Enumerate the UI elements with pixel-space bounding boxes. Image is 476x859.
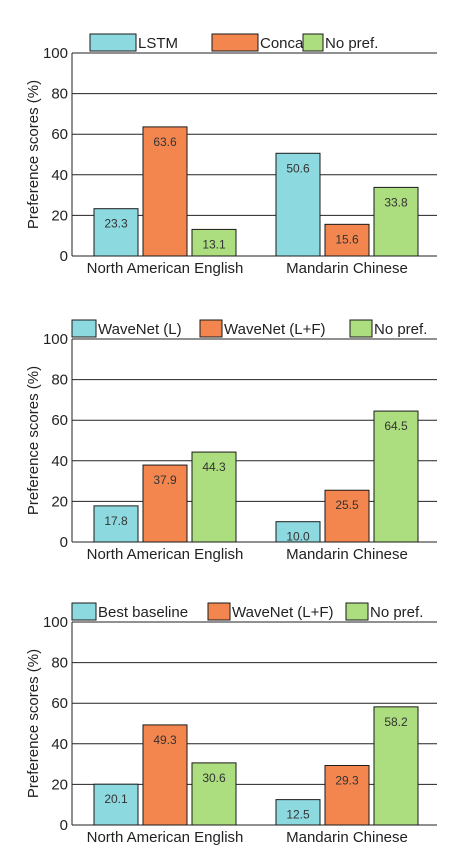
bar: [142, 126, 188, 257]
legend-label: No pref.: [325, 35, 378, 52]
legend-swatch: [199, 319, 223, 338]
legend-label: Best baseline: [98, 604, 188, 621]
legend-label: No pref.: [370, 604, 423, 621]
y-tick-label: 40: [51, 167, 68, 184]
bar-chart-1: 0 20 40 60 80 100 Preference scores (%) 23.3 50.…: [25, 33, 437, 277]
legend-label: LSTM: [138, 35, 178, 52]
legend-swatch: [89, 33, 137, 52]
y-axis-label: Preference scores (%): [25, 366, 42, 515]
data-label: 23.3: [104, 217, 128, 231]
legend-label: WaveNet (L+F): [232, 604, 334, 621]
legend-swatch: [302, 33, 324, 52]
data-label: 49.3: [153, 733, 177, 747]
legend-swatch: [345, 602, 369, 621]
y-tick-label: 60: [51, 126, 68, 143]
data-label: 64.5: [384, 419, 408, 433]
bar: [93, 783, 139, 826]
category-label: Mandarin Chinese: [286, 260, 408, 277]
legend-label: WaveNet (L): [98, 321, 182, 338]
data-label: 50.6: [286, 161, 310, 175]
legend-label: No pref.: [374, 321, 427, 338]
bar: [191, 451, 237, 543]
y-tick-label: 40: [51, 736, 68, 753]
bar: [142, 724, 188, 826]
bar: [373, 186, 419, 257]
data-label: 20.1: [104, 792, 128, 806]
bar-chart-2: 0 20 40 60 80 100 Preference scores (%) 17.8 10.…: [25, 319, 437, 563]
y-tick-label: 80: [51, 86, 68, 103]
y-axis-label: Preference scores (%): [25, 80, 42, 229]
legend-swatch: [211, 33, 259, 52]
bar: [93, 208, 139, 257]
data-label: 33.8: [384, 195, 408, 209]
data-label: 63.6: [153, 135, 177, 149]
bar: [191, 762, 237, 826]
y-tick-label: 20: [51, 493, 68, 510]
data-label: 58.2: [384, 715, 408, 729]
y-axis-label: Preference scores (%): [25, 649, 42, 798]
data-label: 12.5: [286, 808, 310, 822]
category-label: Mandarin Chinese: [286, 829, 408, 846]
y-tick-label: 60: [51, 412, 68, 429]
bar: [373, 410, 419, 543]
y-tick-label: 0: [60, 248, 68, 265]
y-tick-label: 100: [43, 614, 68, 631]
legend-swatch: [207, 602, 231, 621]
data-label: 15.6: [335, 232, 359, 246]
y-tick-label: 80: [51, 655, 68, 672]
data-label: 30.6: [202, 771, 226, 785]
category-label: North American English: [87, 546, 244, 563]
bar: [324, 765, 370, 826]
bar: [142, 464, 188, 543]
y-tick-label: 100: [43, 45, 68, 62]
legend-label: WaveNet (L+F): [224, 321, 326, 338]
bar: [191, 228, 237, 257]
y-tick-label: 20: [51, 776, 68, 793]
y-tick-label: 60: [51, 695, 68, 712]
legend-swatch: [71, 602, 97, 621]
data-label: 44.3: [202, 460, 226, 474]
y-tick-label: 0: [60, 534, 68, 551]
y-tick-label: 40: [51, 453, 68, 470]
category-label: North American English: [87, 260, 244, 277]
bar: [275, 152, 321, 257]
bar: [275, 521, 321, 543]
y-tick-label: 0: [60, 817, 68, 834]
bar-chart-3: 0 20 40 60 80 100 Preference scores (%) 20.1 12.…: [25, 602, 437, 846]
y-tick-label: 100: [43, 331, 68, 348]
bar: [373, 706, 419, 826]
legend-swatch: [71, 319, 97, 338]
legend-label: Concat: [260, 35, 308, 52]
data-label: 17.8: [104, 514, 128, 528]
bar: [324, 223, 370, 257]
data-label: 25.5: [335, 498, 359, 512]
bar: [275, 799, 321, 826]
category-label: North American English: [87, 829, 244, 846]
data-label: 29.3: [335, 774, 359, 788]
y-tick-label: 20: [51, 207, 68, 224]
legend-swatch: [349, 319, 373, 338]
data-label: 37.9: [153, 473, 177, 487]
bar: [93, 505, 139, 543]
data-label: 10.0: [286, 530, 310, 544]
y-tick-label: 80: [51, 372, 68, 389]
category-label: Mandarin Chinese: [286, 546, 408, 563]
bar: [324, 489, 370, 543]
data-label: 13.1: [202, 237, 226, 251]
